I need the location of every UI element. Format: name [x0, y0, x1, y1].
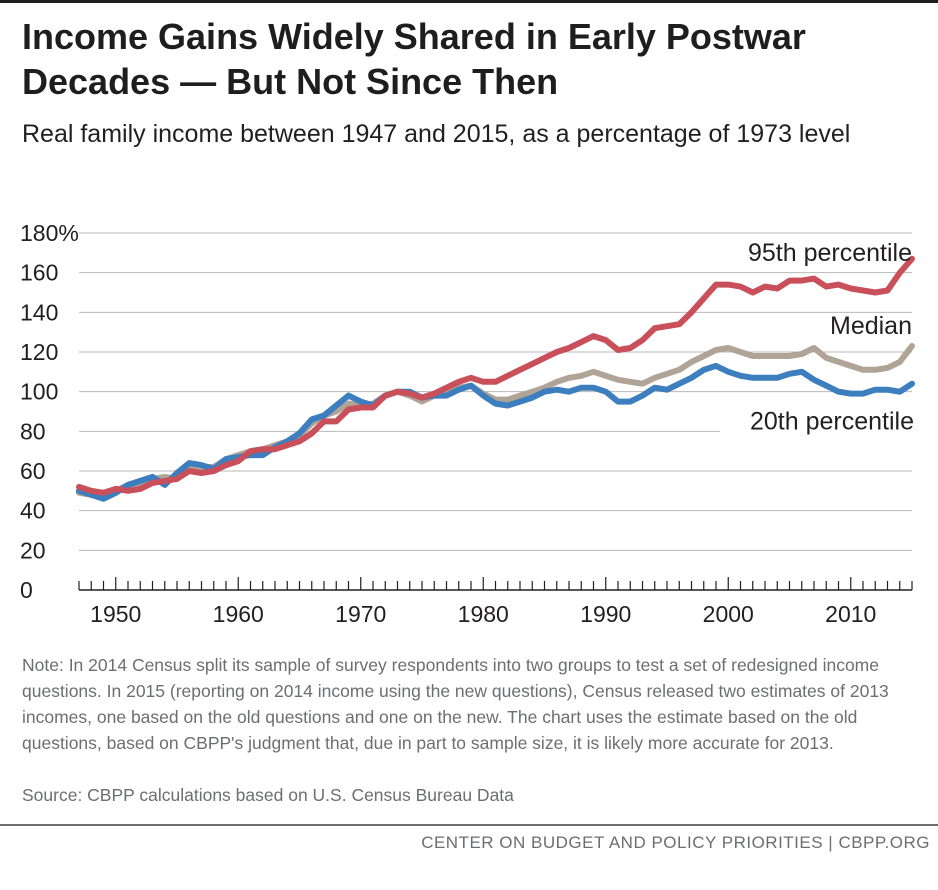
x-tick-label-1990: 1990: [580, 601, 631, 627]
series-label-median: Median: [830, 312, 912, 340]
series-labels: 95th percentile Median 20th percentile: [720, 239, 918, 438]
y-tick-label-180: 180%: [20, 220, 79, 246]
x-tick-label-2010: 2010: [825, 601, 876, 627]
y-tick-label-160: 160: [20, 260, 58, 286]
x-tick-label-1960: 1960: [213, 601, 264, 627]
y-tick-label-140: 140: [20, 299, 58, 325]
x-tick-label-2000: 2000: [703, 601, 754, 627]
y-tick-label-0: 0: [20, 577, 33, 603]
footer-rule: [0, 824, 938, 826]
x-axis: 1950 1960 1970 1980 1990 2000 2010: [78, 577, 913, 627]
y-tick-label-60: 60: [20, 458, 46, 484]
chart-subtitle: Real family income between 1947 and 2015…: [22, 120, 851, 148]
chart-note: Note: In 2014 Census split its sample of…: [22, 655, 889, 753]
y-tick-label-100: 100: [20, 379, 58, 405]
x-tick-label-1970: 1970: [335, 601, 386, 627]
series-label-95th-percentile: 95th percentile: [748, 239, 912, 267]
chart-source: Source: CBPP calculations based on U.S. …: [22, 785, 514, 805]
x-tick-label-1950: 1950: [90, 601, 141, 627]
top-rule: [0, 0, 938, 3]
series-line-95th-percentile: [76, 255, 915, 496]
series-label-bg-20th-percentile: [720, 405, 918, 438]
y-tick-label-20: 20: [20, 537, 46, 563]
chart-title: Income Gains Widely Shared in Early Post…: [22, 16, 806, 102]
series-label-20th-percentile: 20th percentile: [750, 407, 914, 435]
y-axis: 0 20 40 60 80 100 120 140 160 180%: [20, 220, 79, 603]
x-tick-label-1980: 1980: [458, 601, 509, 627]
series-line-20th-percentile: [76, 362, 915, 502]
y-tick-label-80: 80: [20, 418, 46, 444]
footer-credit: CENTER ON BUDGET AND POLICY PRIORITIES |…: [421, 833, 930, 852]
series-lines: [76, 255, 915, 502]
y-tick-label-40: 40: [20, 498, 46, 524]
y-tick-label-120: 120: [20, 339, 58, 365]
